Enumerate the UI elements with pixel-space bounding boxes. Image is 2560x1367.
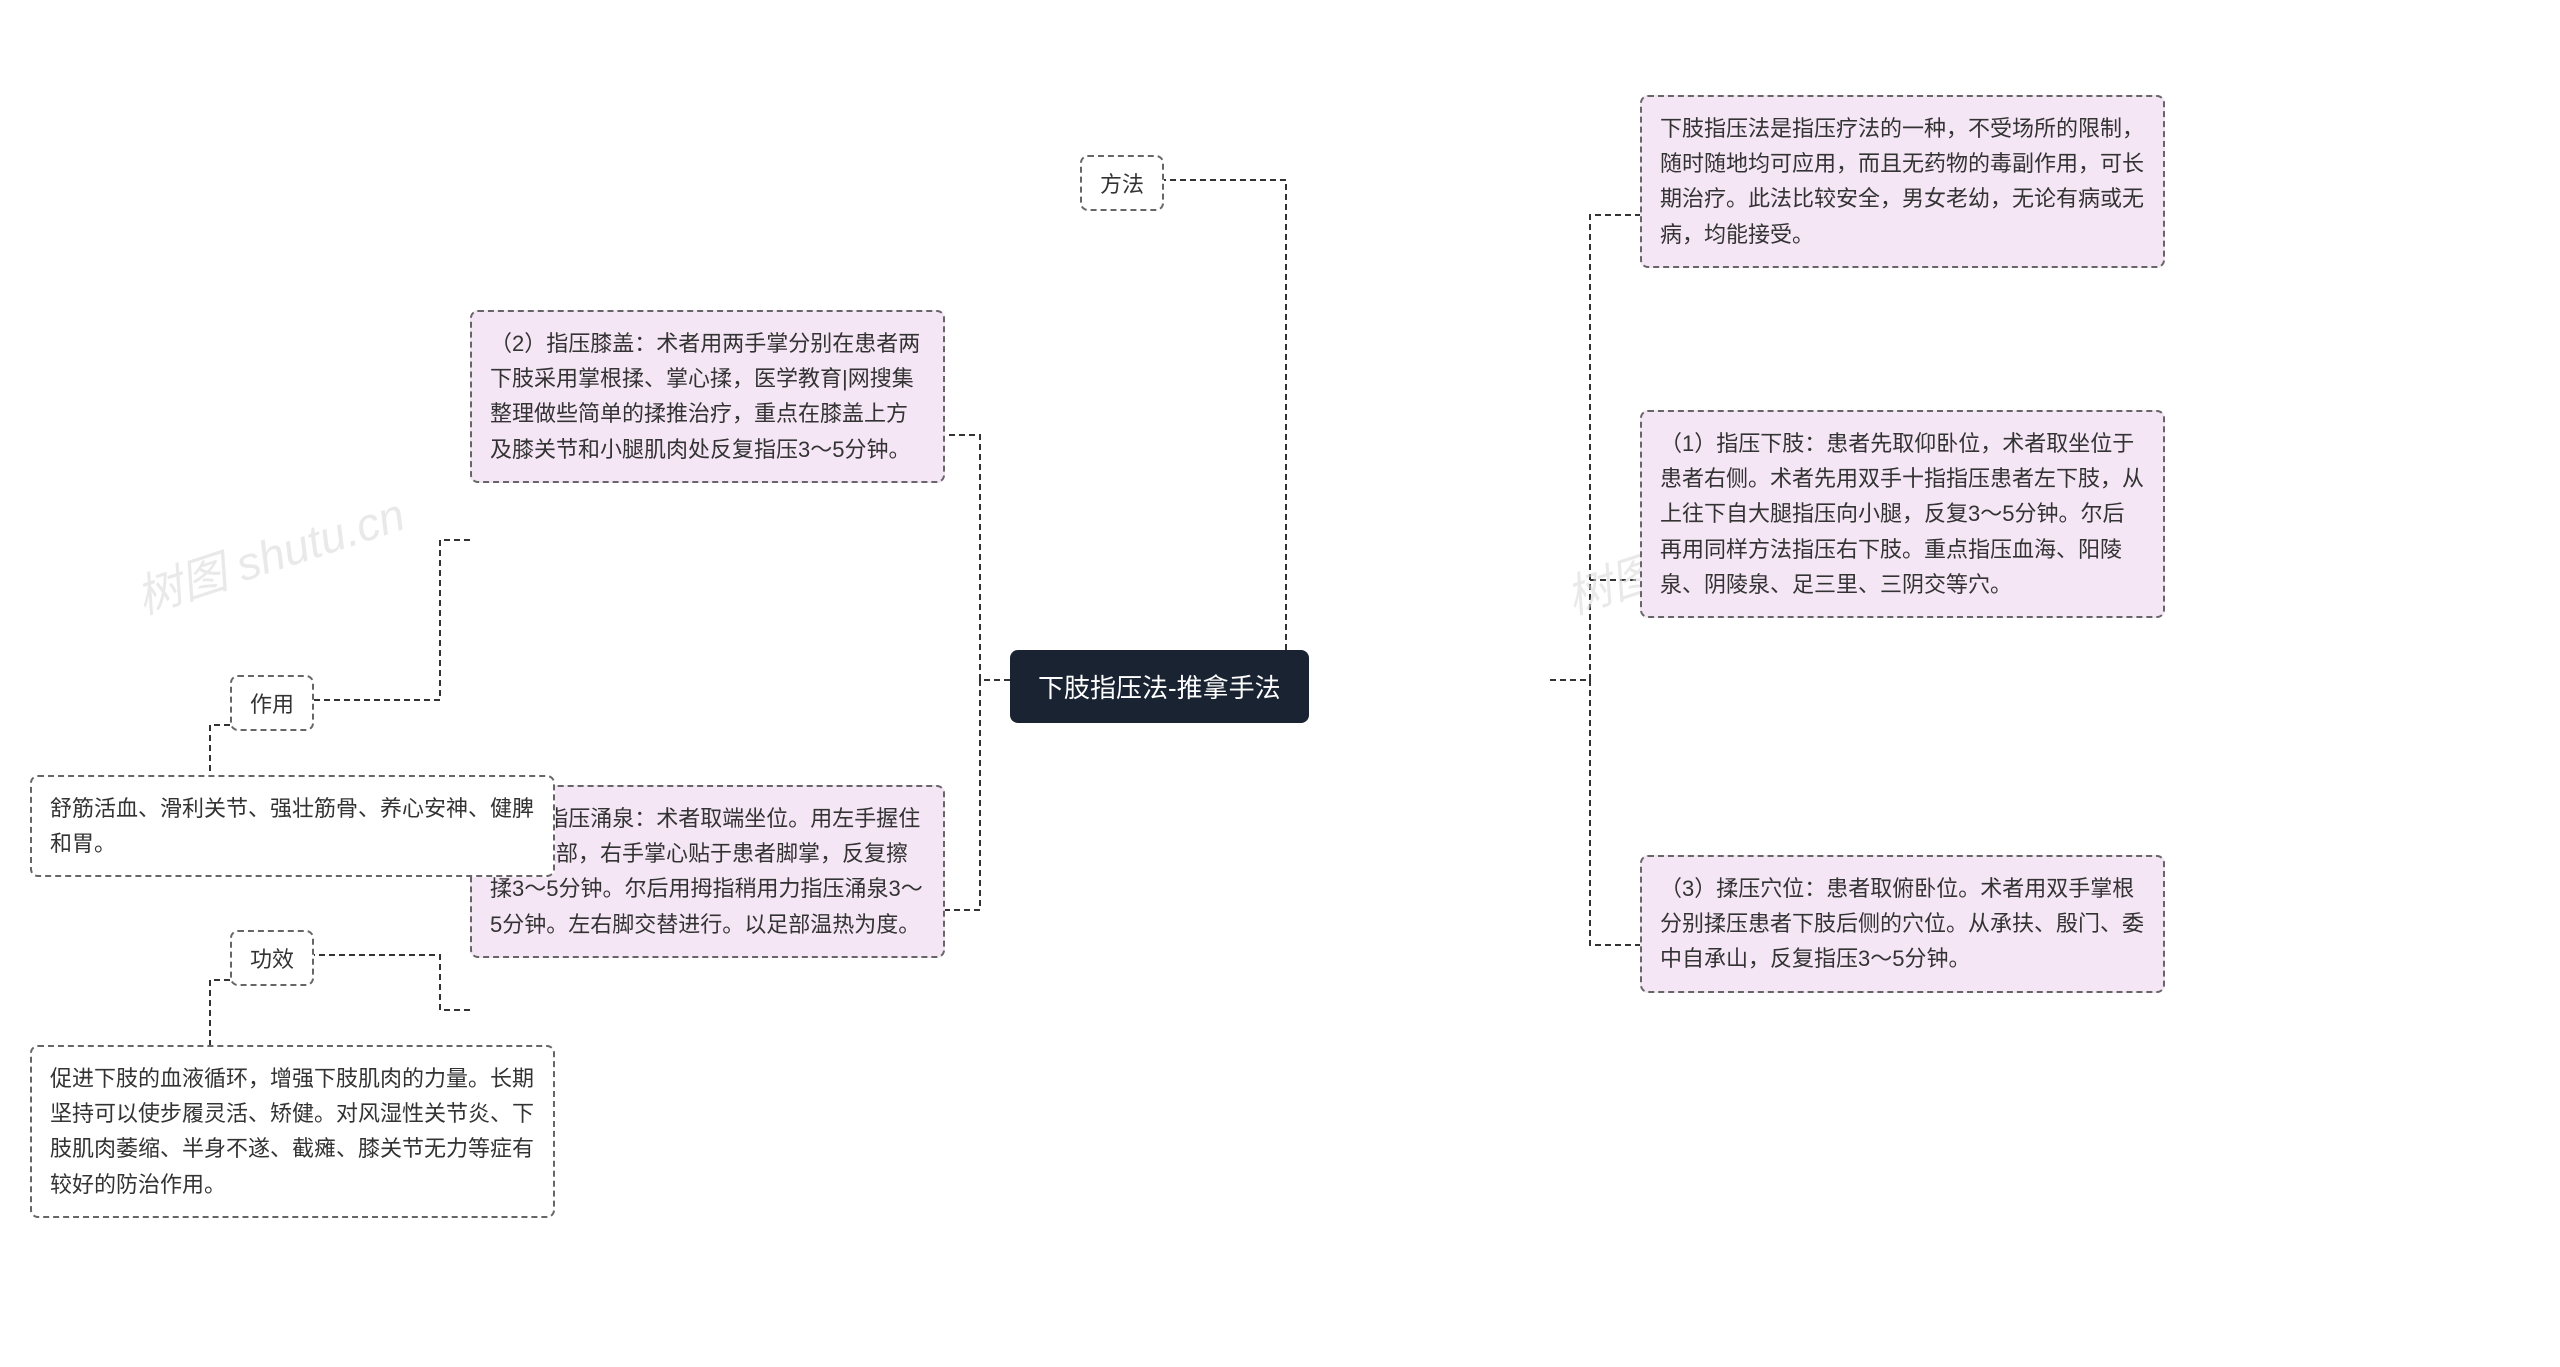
leaf-efficacy-text: 促进下肢的血液循环，增强下肢肌肉的力量。长期坚持可以使步履灵活、矫健。对风湿性关… — [30, 1045, 555, 1218]
leaf-step2: （2）指压膝盖：术者用两手掌分别在患者两下肢采用掌根揉、掌心揉，医学教育|网搜集… — [470, 310, 945, 483]
leaf-step1: （1）指压下肢：患者先取仰卧位，术者取坐位于患者右侧。术者先用双手十指指压患者左… — [1640, 410, 2165, 618]
leaf-step3: （3）揉压穴位：患者取俯卧位。术者用双手掌根分别揉压患者下肢后侧的穴位。从承扶、… — [1640, 855, 2165, 993]
branch-method: 方法 — [1080, 155, 1164, 211]
center-node: 下肢指压法-推拿手法 — [1010, 650, 1309, 723]
branch-efficacy: 功效 — [230, 930, 314, 986]
watermark-left: 树图 shutu.cn — [127, 479, 412, 628]
branch-effect: 作用 — [230, 675, 314, 731]
leaf-intro: 下肢指压法是指压疗法的一种，不受场所的限制，随时随地均可应用，而且无药物的毒副作… — [1640, 95, 2165, 268]
leaf-effect-text: 舒筋活血、滑利关节、强壮筋骨、养心安神、健脾和胃。 — [30, 775, 555, 877]
